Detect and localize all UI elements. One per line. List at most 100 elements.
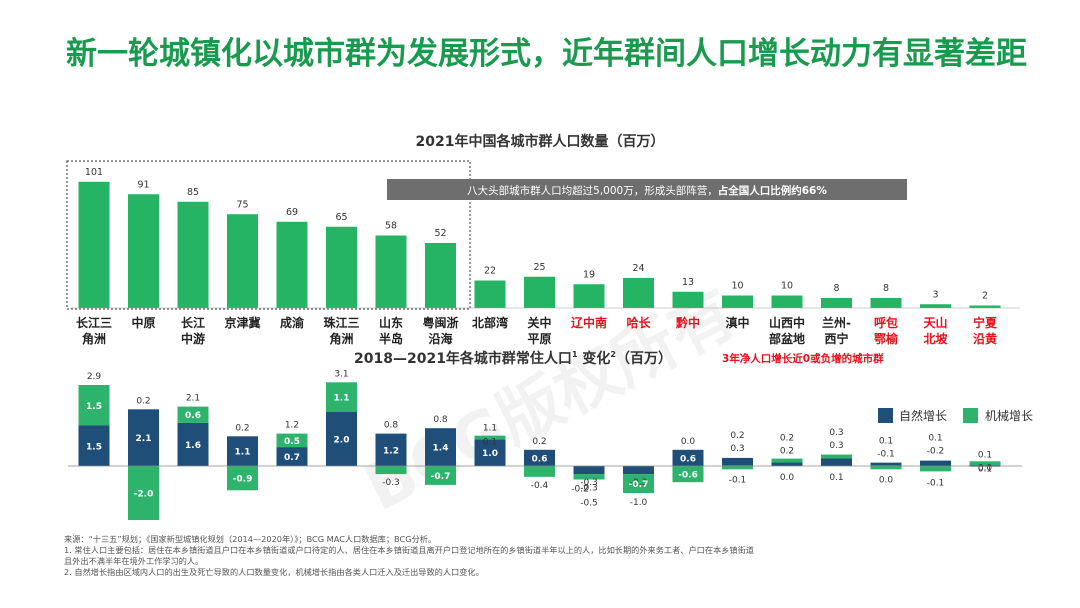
change-chart: 2018—2021年各城市群常住人口1 变化2（百万） 3年净人口增长近0或负增…: [68, 350, 1033, 520]
total-value-label: -0.5: [580, 499, 598, 509]
natural-value-label: -0.2: [927, 447, 945, 457]
page-title: 新一轮城镇化以城市群为发展形式，近年群间人口增长动力有显著差距: [66, 36, 1027, 72]
total-value-label: 0.2: [235, 423, 249, 433]
segment-value-label: 1.4: [433, 444, 449, 454]
total-value-label: 0.2: [532, 437, 546, 447]
segment-value-label: 0.7: [284, 453, 300, 463]
category-label: 京津冀: [224, 315, 260, 330]
population-value-label: 10: [781, 281, 793, 292]
total-value-label: 0.8: [433, 415, 448, 425]
legend-mechanical-swatch: [963, 408, 978, 423]
population-value-label: 3: [932, 289, 938, 300]
mechanical-growth-bar: [78, 385, 110, 426]
total-value-label: 0.0: [681, 437, 696, 447]
mechanical-value-label: 0.0: [780, 473, 795, 483]
population-value-label: 85: [187, 187, 199, 198]
mechanical-growth-bar: [920, 466, 951, 472]
footnote-1: 1. 常住人口主要包括：居住在本乡镇街道且户口在本乡镇街道或户口待定的人、居住在…: [64, 545, 754, 555]
segment-value-label: 0.6: [532, 454, 548, 464]
natural-growth-bar: [672, 449, 704, 466]
category-label: 长江中游: [181, 315, 205, 346]
mechanical-growth-bar: [969, 461, 1001, 466]
total-value-label: 1.2: [285, 421, 299, 431]
natural-growth-bar: [821, 457, 852, 466]
natural-growth-bar: [722, 457, 753, 466]
natural-value-label: 0.3: [730, 444, 744, 454]
mechanical-growth-bar: [722, 465, 753, 470]
annotation-text: 八大头部城市群人口均超过5,000万，形成头部阵营，: [467, 184, 718, 197]
population-bar: [78, 181, 110, 308]
natural-growth-bar: [920, 460, 951, 466]
segment-value-label: -0.4: [531, 481, 549, 491]
annotation-banner: 八大头部城市群人口均超过5,000万，形成头部阵营，占全国人口比例约66%: [387, 179, 907, 200]
natural-growth-bar: [276, 447, 308, 466]
mechanical-growth-bar: [672, 466, 704, 483]
population-value-label: 19: [583, 269, 595, 280]
footnote-2: 2. 自然增长指由区域内人口的出生及死亡导致的人口数量变化，机械增长指由各类人口…: [64, 567, 484, 577]
total-value-label: 3.1: [334, 369, 348, 379]
segment-value-label: 0.1: [483, 438, 497, 448]
population-value-label: 8: [833, 283, 839, 294]
total-value-label: 0.8: [384, 421, 399, 431]
total-value-label: -0.2: [571, 485, 589, 495]
legend-natural-swatch: [878, 408, 893, 423]
population-bar: [623, 278, 654, 308]
population-bar: [177, 201, 209, 308]
mechanical-growth-bar: [870, 465, 902, 470]
population-value-label: 91: [137, 179, 149, 190]
segment-value-label: 1.0: [482, 449, 498, 459]
population-value-label: 58: [385, 221, 397, 232]
mechanical-value-label: -0.1: [729, 476, 747, 486]
natural-value-label: 0.2: [780, 447, 794, 457]
population-bar: [573, 284, 605, 308]
total-value-label: 2.9: [87, 372, 102, 382]
mechanical-growth-bar: [276, 433, 308, 448]
segment-value-label: -0.3: [580, 478, 598, 488]
chart2-title: 2018—2021年各城市群常住人口1 变化2（百万）: [354, 350, 672, 367]
segment-value-label: -0.7: [431, 472, 451, 482]
population-bar: [771, 295, 803, 308]
segment-value-label: 1.5: [86, 402, 102, 412]
segment-value-label: -0.3: [630, 478, 648, 488]
segment-value-label: 0.6: [185, 411, 201, 421]
category-label: 宁夏沿黄: [972, 315, 998, 346]
population-bar: [920, 304, 951, 308]
mechanical-value-label: 0.0: [879, 476, 894, 486]
natural-value-label: -0.1: [877, 449, 895, 459]
segment-value-label: 0.6: [680, 454, 696, 464]
population-bar: [326, 226, 357, 308]
legend: 自然增长 机械增长: [878, 408, 1033, 423]
top8-dotted-box: [66, 160, 471, 310]
chart1-title: 2021年中国各城市群人口数量（百万）: [416, 133, 665, 150]
natural-growth-bar: [524, 449, 555, 466]
mechanical-growth-bar: [524, 466, 555, 477]
mechanical-growth-bar: [771, 458, 803, 463]
total-value-label: 2.1: [186, 394, 200, 404]
mechanical-growth-bar: [623, 474, 654, 493]
population-chart: 2021年中国各城市群人口数量（百万） 八大头部城市群人口均超过5,000万，形…: [66, 133, 1020, 346]
segment-value-label: 1.2: [383, 446, 399, 456]
natural-growth-bar: [326, 412, 357, 466]
population-bar: [672, 291, 704, 308]
category-label: 粤闽浙沿海: [422, 315, 458, 346]
segment-value-label: -0.6: [678, 471, 698, 481]
population-value-label: 22: [484, 266, 496, 277]
mechanical-growth-bar: [326, 382, 357, 412]
segment-value-label: 0.1: [978, 465, 992, 475]
natural-growth-bar: [771, 460, 803, 466]
population-bar: [821, 298, 852, 308]
population-value-label: 65: [335, 212, 347, 223]
natural-growth-bar: [375, 433, 407, 466]
population-value-label: 10: [731, 281, 743, 292]
footnotes: 来源：“十三五”规划；《国家新型城镇化规划（2014—2020年）》；BCG M…: [64, 534, 1054, 578]
mechanical-growth-bar: [573, 474, 605, 480]
category-label: 中原: [131, 315, 155, 330]
category-label: 成渝: [280, 315, 305, 330]
natural-growth-bar: [573, 466, 605, 475]
category-label: 山东半岛: [379, 315, 403, 346]
natural-growth-bar: [177, 422, 209, 466]
natural-growth-bar: [78, 425, 110, 466]
mechanical-growth-bar: [821, 454, 852, 459]
category-label: 滇中: [725, 315, 749, 330]
total-value-label: 1.1: [483, 423, 497, 433]
